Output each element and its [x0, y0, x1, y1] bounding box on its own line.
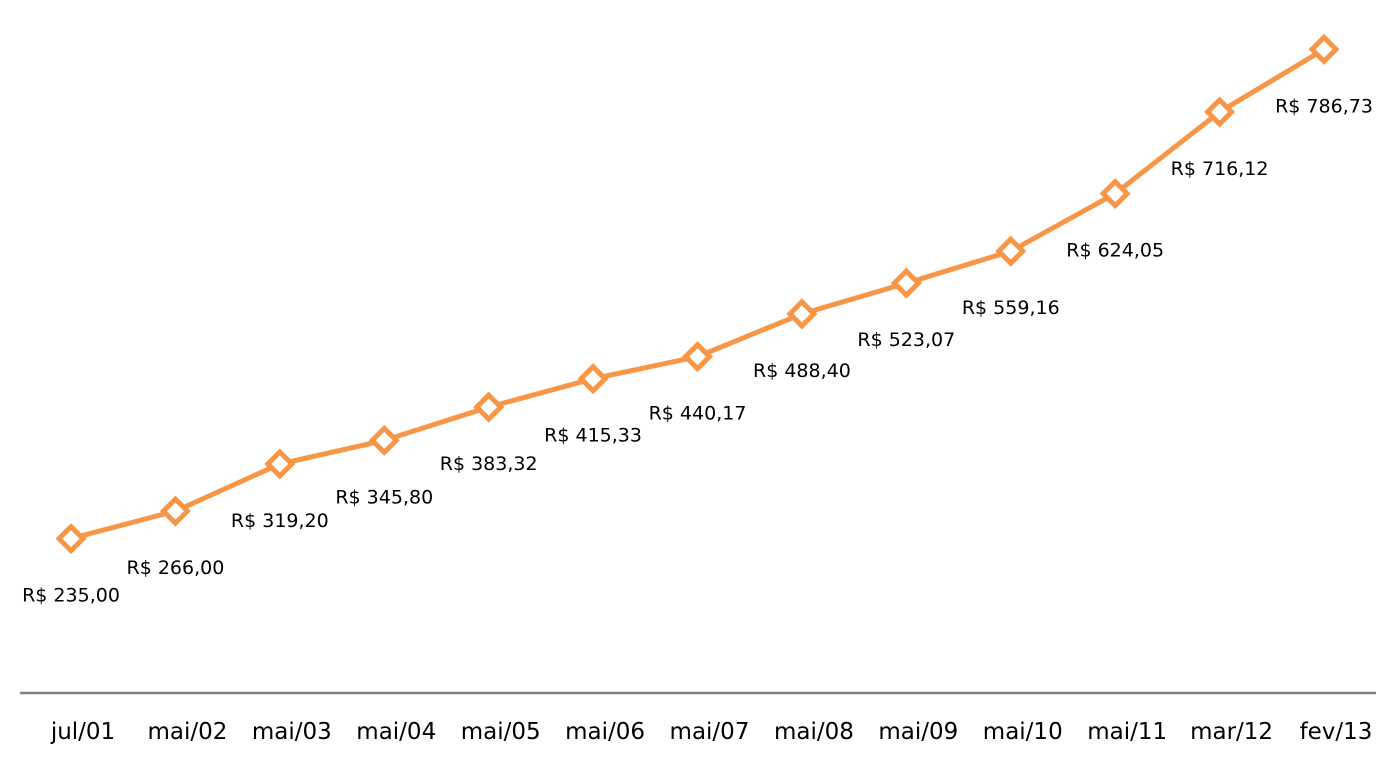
data-label: R$ 716,12 [1171, 158, 1269, 180]
x-tick-label: mai/09 [878, 719, 958, 745]
x-tick-label: jul/01 [50, 719, 115, 745]
data-label: R$ 319,20 [231, 510, 329, 532]
data-label: R$ 235,00 [22, 585, 120, 607]
data-point-marker [995, 235, 1027, 267]
data-point-marker [577, 363, 609, 395]
x-tick-label: mai/08 [774, 719, 854, 745]
data-label: R$ 523,07 [857, 329, 955, 351]
data-point-marker [368, 424, 400, 456]
data-point-marker [786, 298, 818, 330]
x-tick-label: mai/07 [670, 719, 750, 745]
data-point-marker [1308, 33, 1340, 65]
data-label: R$ 559,16 [962, 297, 1060, 319]
data-label: R$ 383,32 [440, 453, 538, 475]
x-tick-label: mai/03 [252, 719, 332, 745]
x-tick-label: mai/11 [1087, 719, 1167, 745]
marker-layer [55, 33, 1340, 555]
data-point-marker [264, 448, 296, 480]
data-point-marker [473, 391, 505, 423]
data-point-marker [159, 495, 191, 527]
x-tick-label: mai/05 [461, 719, 541, 745]
data-point-marker [1204, 96, 1236, 128]
series-line [68, 46, 1327, 542]
data-point-marker [1099, 178, 1131, 210]
x-tick-label: fev/13 [1300, 719, 1373, 745]
data-label: R$ 440,17 [649, 403, 747, 425]
x-tick-label: mar/12 [1190, 719, 1273, 745]
data-label: R$ 266,00 [127, 557, 225, 579]
series-line-layer [68, 46, 1327, 542]
data-label: R$ 345,80 [335, 486, 433, 508]
x-tick-label: mai/06 [565, 719, 645, 745]
data-label: R$ 786,73 [1275, 95, 1373, 117]
x-tick-label: mai/10 [983, 719, 1063, 745]
data-label-layer: R$ 235,00 R$ 266,00 R$ 319,20 R$ 345,80 R$ 3… [22, 95, 1373, 606]
data-point-marker [890, 267, 922, 299]
x-tick-label: mai/04 [356, 719, 436, 745]
data-point-marker [681, 341, 714, 373]
x-tick-label: mai/02 [147, 719, 227, 745]
data-point-marker [55, 523, 87, 555]
data-label: R$ 488,40 [753, 360, 851, 382]
data-label: R$ 624,05 [1066, 240, 1164, 262]
tick-label-layer: jul/01 mai/02 mai/03 mai/04 mai/05 mai/06 mai/… [50, 719, 1373, 745]
data-label: R$ 415,33 [544, 425, 642, 447]
